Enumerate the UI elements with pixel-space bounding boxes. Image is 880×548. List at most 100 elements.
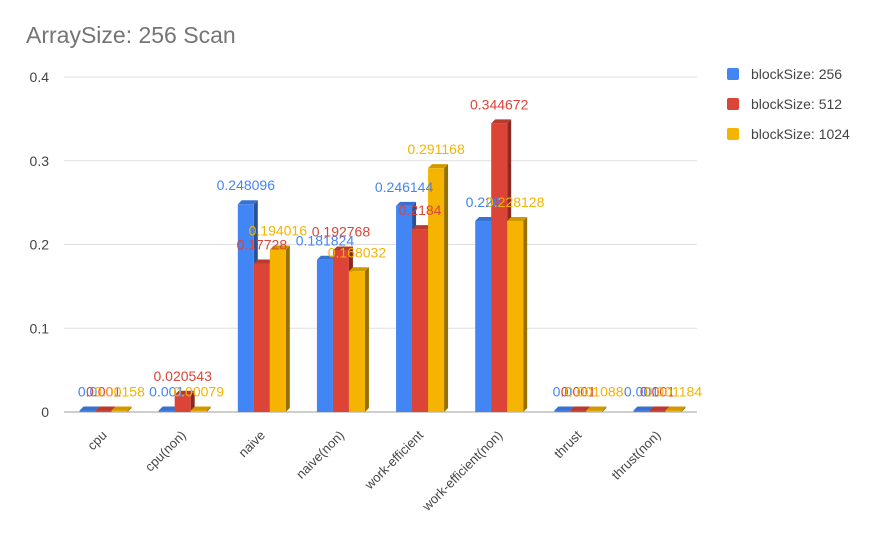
bar xyxy=(190,410,207,412)
bar-top xyxy=(412,225,433,230)
bar xyxy=(95,410,112,412)
bar xyxy=(237,204,254,412)
bar-side xyxy=(523,216,528,412)
bar-side xyxy=(127,406,132,412)
legend-swatch xyxy=(727,68,739,80)
bar-side xyxy=(602,406,607,412)
bar-top xyxy=(332,246,353,251)
bar xyxy=(348,271,365,412)
data-label: 0.001 xyxy=(640,384,675,400)
data-label: 0.168032 xyxy=(328,244,387,260)
bar xyxy=(507,220,524,412)
bar xyxy=(586,410,603,412)
bar-top xyxy=(316,255,337,260)
data-label: 0.001184 xyxy=(645,384,703,400)
legend: blockSize: 256 blockSize: 512 blockSize:… xyxy=(727,66,850,156)
bar-side xyxy=(206,406,211,412)
data-label: 0.344672 xyxy=(470,96,529,112)
bar xyxy=(396,205,413,412)
bar-side xyxy=(444,164,449,412)
bar-top xyxy=(491,119,512,124)
bar-top xyxy=(174,390,195,395)
legend-item: blockSize: 1024 xyxy=(727,126,850,142)
bar-top xyxy=(586,406,607,411)
data-label: 0.291168 xyxy=(407,141,465,157)
bar-top xyxy=(269,245,290,250)
bar-top xyxy=(649,406,670,411)
y-tick-label: 0 xyxy=(41,404,49,420)
data-label: 0.246144 xyxy=(375,179,434,195)
bar-top xyxy=(554,406,575,411)
bar xyxy=(633,410,650,412)
x-tick-label: work-efficient(non) xyxy=(419,428,506,515)
data-label: 0.228 xyxy=(466,194,501,210)
data-label: 0.0 xyxy=(553,384,573,400)
data-label: 0.0 xyxy=(78,384,98,400)
data-label: 0.001 xyxy=(624,384,659,400)
y-tick-label: 0.1 xyxy=(30,320,50,336)
legend-item: blockSize: 256 xyxy=(727,66,850,82)
bar xyxy=(428,168,445,412)
y-tick-label: 0.4 xyxy=(30,69,50,85)
bar-top xyxy=(253,259,274,264)
legend-label: blockSize: 256 xyxy=(751,66,843,82)
bar-top xyxy=(570,406,591,411)
data-label: 0.2184 xyxy=(399,202,442,218)
bar-side xyxy=(364,267,369,412)
bar-top xyxy=(190,406,211,411)
chart-title: ArraySize: 256 Scan xyxy=(26,22,236,48)
data-labels: 0.00.0010.00158 0.0010.0205430.000790.248… xyxy=(78,96,702,399)
bars xyxy=(79,119,686,413)
bar xyxy=(316,259,333,412)
x-tick-label: thrust(non) xyxy=(608,428,663,483)
data-label: 0.001 xyxy=(86,384,121,400)
data-label: 0.181824 xyxy=(296,233,355,249)
data-label: 0.248096 xyxy=(217,177,276,193)
bar-top xyxy=(428,164,449,169)
bar xyxy=(649,410,666,412)
bar xyxy=(554,410,571,412)
y-tick-label: 0.3 xyxy=(30,153,50,169)
bar xyxy=(174,394,191,412)
x-tick-label: cpu xyxy=(84,428,109,453)
bar-top xyxy=(348,267,369,272)
x-axis-ticks: cpu cpu(non) naive naive(non) work-efficient… xyxy=(84,427,663,514)
data-label: 0.001 xyxy=(149,384,184,400)
bar xyxy=(475,221,492,412)
bar-side xyxy=(285,245,290,412)
bar xyxy=(158,410,175,412)
bar xyxy=(491,123,508,413)
bar-top xyxy=(507,216,528,221)
legend-swatch xyxy=(727,98,739,110)
bar xyxy=(269,249,286,412)
bar-top xyxy=(475,217,496,222)
bar xyxy=(665,410,682,412)
bar xyxy=(79,410,96,412)
bar-top xyxy=(633,406,654,411)
data-label: 0.020543 xyxy=(153,368,212,384)
data-label: 0.001 xyxy=(561,384,596,400)
bar xyxy=(570,410,587,412)
bar-top xyxy=(111,406,132,411)
data-label: 0.17728 xyxy=(237,237,288,253)
bar xyxy=(111,410,128,412)
bar-top xyxy=(158,406,179,411)
bar-top xyxy=(665,406,686,411)
bar-side xyxy=(681,406,686,412)
x-tick-label: naive xyxy=(235,428,268,461)
legend-swatch xyxy=(727,128,739,140)
x-tick-label: work-efficient xyxy=(361,427,427,493)
bar-top xyxy=(237,200,258,205)
data-label: 0.228128 xyxy=(486,194,545,210)
bar xyxy=(253,263,270,412)
y-axis-ticks: 0 0.1 0.2 0.3 0.4 xyxy=(30,69,50,420)
legend-label: blockSize: 512 xyxy=(751,96,843,112)
legend-label: blockSize: 1024 xyxy=(751,126,850,142)
data-label: 0.194016 xyxy=(249,223,308,239)
legend-item: blockSize: 512 xyxy=(727,96,850,112)
data-label: 0.00079 xyxy=(173,384,224,400)
data-label: 0.00158 xyxy=(94,384,145,400)
bar-side xyxy=(190,390,195,412)
data-label: 0.192768 xyxy=(312,224,371,240)
